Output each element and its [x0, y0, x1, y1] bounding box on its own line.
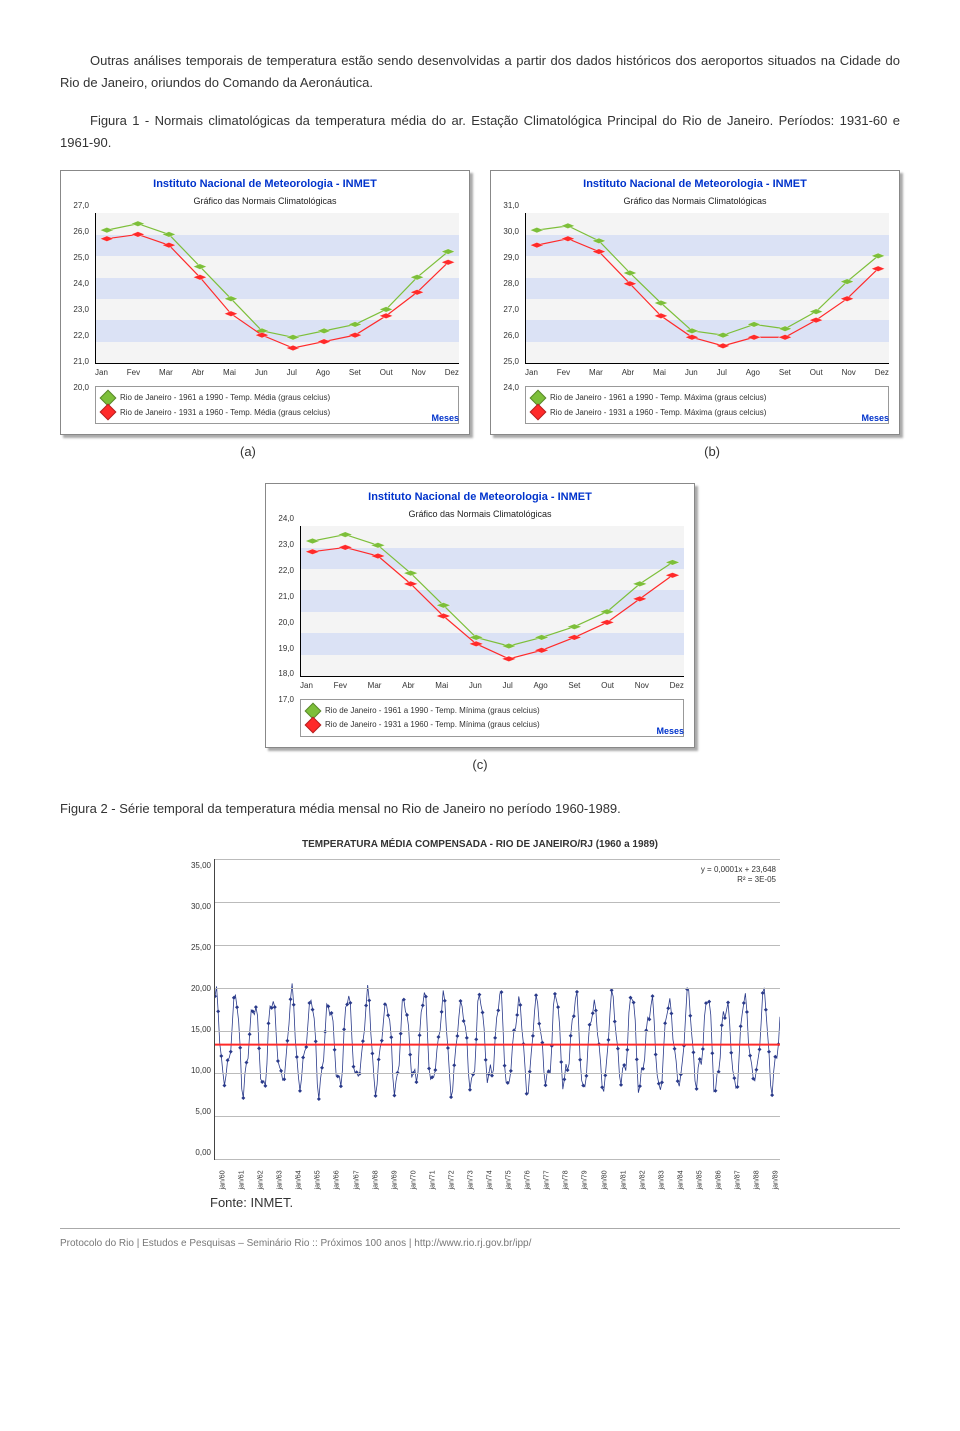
fig4: TEMPERATURA MÉDIA COMPENSADA - RIO DE JA…	[180, 836, 780, 1174]
paragraph-2: Figura 1 - Normais climatológicas da tem…	[60, 110, 900, 154]
xaxis: JanFevMarAbrMaiJunJulAgoSetOutNovDez	[95, 366, 459, 380]
legend: Rio de Janeiro - 1961 a 1990 - Temp. Mín…	[300, 699, 684, 737]
panel-ab-tags: (a) (b)	[60, 441, 900, 463]
tag-b: (b)	[704, 441, 720, 463]
chart-subtitle: Gráfico das Normais Climatológicas	[272, 507, 688, 522]
panel-c: Instituto Nacional de Meteorologia - INM…	[265, 483, 695, 748]
panel-row-ab: Instituto Nacional de Meteorologia - INM…	[60, 170, 900, 435]
chart-body	[95, 213, 459, 364]
chart-body	[525, 213, 889, 364]
chart-body	[300, 526, 684, 677]
meses-label: Meses	[656, 724, 684, 739]
yaxis: 27,026,025,024,023,022,021,020,0	[63, 199, 89, 394]
paragraph-1: Outras análises temporais de temperatura…	[60, 50, 900, 94]
fig2-caption: Figura 2 - Série temporal da temperatura…	[60, 798, 900, 820]
fig4-eq2: R² = 3E-05	[701, 875, 776, 885]
fig4-title: TEMPERATURA MÉDIA COMPENSADA - RIO DE JA…	[180, 836, 780, 853]
xaxis: JanFevMarAbrMaiJunJulAgoSetOutNovDez	[300, 679, 684, 693]
panel-c-wrap: Instituto Nacional de Meteorologia - INM…	[265, 483, 695, 748]
fig4-yaxis: 35,0030,0025,0020,0015,0010,005,000,00	[181, 859, 211, 1159]
xaxis: JanFevMarAbrMaiJunJulAgoSetOutNovDez	[525, 366, 889, 380]
legend: Rio de Janeiro - 1961 a 1990 - Temp. Méd…	[95, 386, 459, 424]
panel-b: Instituto Nacional de Meteorologia - INM…	[490, 170, 900, 435]
yaxis: 31,030,029,028,027,026,025,024,0	[493, 199, 519, 394]
chart-title: Instituto Nacional de Meteorologia - INM…	[67, 175, 463, 194]
legend: Rio de Janeiro - 1961 a 1990 - Temp. Máx…	[525, 386, 889, 424]
chart-title: Instituto Nacional de Meteorologia - INM…	[497, 175, 893, 194]
tag-a: (a)	[240, 441, 256, 463]
fig4-body: 35,0030,0025,0020,0015,0010,005,000,00 y…	[214, 859, 780, 1160]
meses-label: Meses	[861, 411, 889, 426]
chart-subtitle: Gráfico das Normais Climatológicas	[67, 194, 463, 209]
yaxis: 24,023,022,021,020,019,018,017,0	[268, 512, 294, 707]
fig4-equation: y = 0,0001x + 23,648 R² = 3E-05	[701, 865, 776, 884]
tag-c: (c)	[60, 754, 900, 776]
meses-label: Meses	[431, 411, 459, 426]
fig4-eq1: y = 0,0001x + 23,648	[701, 865, 776, 875]
chart-subtitle: Gráfico das Normais Climatológicas	[497, 194, 893, 209]
panel-a: Instituto Nacional de Meteorologia - INM…	[60, 170, 470, 435]
chart-title: Instituto Nacional de Meteorologia - INM…	[272, 488, 688, 507]
